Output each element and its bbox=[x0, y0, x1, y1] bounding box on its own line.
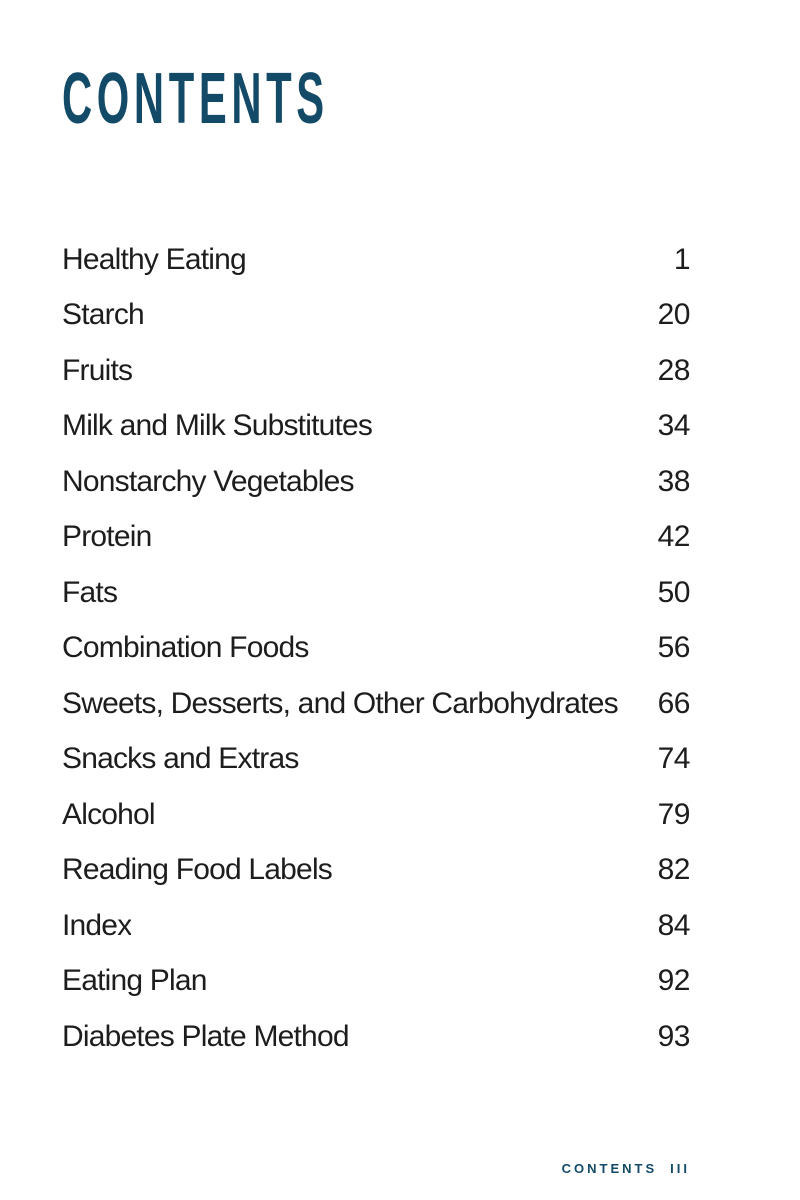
toc-entry-page: 79 bbox=[657, 797, 691, 831]
toc-entry: Milk and Milk Substitutes 34 bbox=[62, 399, 691, 455]
toc-entry-label: Fats bbox=[62, 575, 118, 609]
toc-entry: Fats 50 bbox=[62, 565, 691, 621]
toc-entry-label: Milk and Milk Substitutes bbox=[62, 409, 373, 443]
toc-entry: Sweets, Desserts, and Other Carbohydrate… bbox=[62, 676, 691, 732]
toc-entry-page: 20 bbox=[657, 298, 691, 332]
toc-entry-page: 42 bbox=[657, 520, 691, 554]
toc-entry-label: Nonstarchy Vegetables bbox=[62, 464, 354, 498]
toc-entry-page: 66 bbox=[657, 686, 691, 720]
toc-entry-label: Combination Foods bbox=[62, 631, 309, 665]
page-title: CONTENTS bbox=[62, 59, 329, 139]
toc-entry: Alcohol 79 bbox=[62, 787, 691, 843]
toc-entry: Reading Food Labels 82 bbox=[62, 843, 691, 899]
toc-entry-page: 74 bbox=[657, 742, 691, 776]
toc-entry: Fruits 28 bbox=[62, 343, 691, 399]
toc-entry-label: Alcohol bbox=[62, 797, 155, 831]
toc-entry-page: 50 bbox=[657, 575, 691, 609]
toc-entry-label: Protein bbox=[62, 520, 152, 554]
toc-entry-label: Healthy Eating bbox=[62, 242, 246, 276]
toc-entry: Healthy Eating 1 bbox=[62, 232, 691, 288]
toc-entry-page: 1 bbox=[673, 242, 691, 276]
toc-entry-label: Starch bbox=[62, 298, 144, 332]
toc-entry: Combination Foods 56 bbox=[62, 621, 691, 677]
page-footer: CONTENTS III bbox=[562, 1161, 690, 1176]
toc-entry: Diabetes Plate Method 93 bbox=[62, 1009, 691, 1065]
toc-entry: Nonstarchy Vegetables 38 bbox=[62, 454, 691, 510]
toc-entry-label: Eating Plan bbox=[62, 964, 207, 998]
toc-entry-label: Fruits bbox=[62, 353, 133, 387]
toc-entry: Protein 42 bbox=[62, 510, 691, 566]
toc-entry: Snacks and Extras 74 bbox=[62, 732, 691, 788]
footer-page-number: III bbox=[670, 1161, 690, 1176]
toc-entry-label: Diabetes Plate Method bbox=[62, 1019, 349, 1053]
toc-entry-page: 93 bbox=[657, 1019, 691, 1053]
toc-list: Healthy Eating 1 Starch 20 Fruits 28 Mil… bbox=[62, 232, 691, 1065]
toc-entry-label: Index bbox=[62, 908, 132, 942]
toc-entry-page: 82 bbox=[657, 853, 691, 887]
toc-entry: Starch 20 bbox=[62, 288, 691, 344]
toc-entry-label: Snacks and Extras bbox=[62, 742, 299, 776]
footer-section-label: CONTENTS bbox=[561, 1161, 658, 1176]
toc-entry-page: 84 bbox=[657, 908, 691, 942]
toc-entry-label: Sweets, Desserts, and Other Carbohydrate… bbox=[62, 686, 618, 720]
toc-entry-page: 34 bbox=[657, 409, 691, 443]
toc-entry-page: 56 bbox=[657, 631, 691, 665]
toc-entry-page: 92 bbox=[657, 964, 691, 998]
toc-entry-label: Reading Food Labels bbox=[62, 853, 333, 887]
toc-entry-page: 38 bbox=[657, 464, 691, 498]
toc-entry-page: 28 bbox=[657, 353, 691, 387]
toc-entry: Eating Plan 92 bbox=[62, 954, 691, 1010]
toc-entry: Index 84 bbox=[62, 898, 691, 954]
